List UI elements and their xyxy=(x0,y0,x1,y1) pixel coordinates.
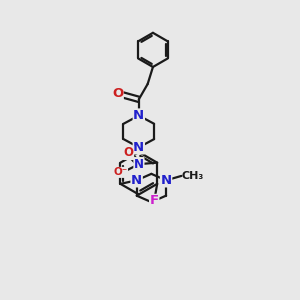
Text: N: N xyxy=(131,174,142,187)
Text: N: N xyxy=(134,158,144,171)
Text: O⁻: O⁻ xyxy=(113,167,127,177)
Text: F: F xyxy=(150,194,159,207)
Text: O: O xyxy=(124,146,134,159)
Text: CH₃: CH₃ xyxy=(182,171,204,181)
Text: N: N xyxy=(133,141,144,154)
Text: N: N xyxy=(133,109,144,122)
Text: O: O xyxy=(112,87,123,100)
Text: N: N xyxy=(160,174,172,187)
